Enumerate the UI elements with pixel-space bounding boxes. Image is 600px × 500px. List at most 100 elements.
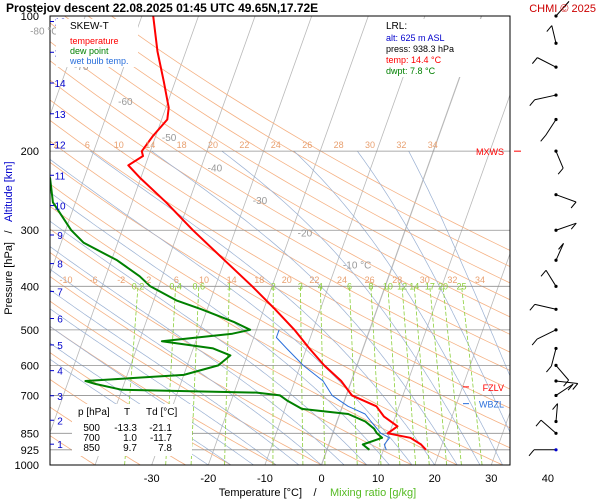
wind-barb-staff	[555, 243, 564, 261]
lrl-heading: LRL:	[386, 21, 407, 32]
wind-barb-dot	[554, 258, 558, 262]
levels-header-t: T	[124, 407, 130, 418]
wind-barb-flag	[557, 167, 564, 175]
pressure-tick-label: 400	[21, 281, 39, 293]
x-tick-label: 20	[429, 473, 441, 485]
wind-barb-dot	[554, 193, 558, 197]
mixing-ratio-label: 2	[271, 282, 276, 292]
lrl-temperature: temp: 14.4 °C	[386, 55, 442, 65]
altitude-tick-label: 14	[54, 79, 66, 90]
mixing-ratio-label: 20	[438, 282, 448, 292]
lrl-info-box: LRL: alt: 625 m ASL press: 938.3 hPa tem…	[382, 19, 484, 77]
wetbulb-profile	[275, 329, 390, 450]
levels-row-700-td: -11.7	[150, 433, 172, 444]
isotherm-line	[50, 16, 86, 117]
x-tick-label: 10	[372, 473, 384, 485]
pressure-tick-label: 100	[21, 11, 39, 23]
pressure-tick-label: 500	[21, 325, 39, 337]
dry-adiabat-label: 30	[420, 275, 430, 285]
dry-adiabat-line	[50, 161, 510, 429]
mixing-ratio-label: 3	[298, 282, 303, 292]
wind-barb-staff	[545, 119, 557, 136]
wind-barb-flag	[563, 1, 570, 8]
dry-adiabat-label: 24	[337, 275, 347, 285]
wind-barb-dot	[554, 346, 558, 351]
wind-barb-staff	[555, 222, 577, 231]
lrl-pressure: press: 938.3 hPa	[386, 44, 454, 54]
x-tick-label: -10	[257, 473, 273, 485]
legend: SKEW-T temperature dew point wet bulb te…	[56, 19, 138, 67]
mixing-ratio-label: 17	[425, 282, 435, 292]
altitude-tick-label: 12	[54, 141, 66, 152]
wind-barb-staff	[555, 194, 577, 203]
dry-adiabat-label: 18	[254, 275, 264, 285]
dry-adiabat-label: 20	[282, 275, 292, 285]
temperature-profile	[127, 16, 427, 451]
legend-item-dewpoint: dew point	[70, 46, 109, 56]
dry-adiabat-label: 26	[365, 275, 375, 285]
wind-barb-dot	[554, 65, 558, 69]
pressure-tick-label: 700	[21, 390, 39, 402]
mixing-ratio-label: 0.4	[169, 282, 182, 292]
wind-barb-flag	[572, 383, 579, 390]
x-tick-label: 30	[485, 473, 497, 485]
wind-barb-flag	[528, 449, 535, 457]
pressure-tick-label: 300	[21, 225, 39, 237]
pressure-tick-label: 1000	[15, 460, 39, 472]
wind-barb-dot	[554, 14, 558, 18]
dry-adiabat-line	[87, 16, 510, 268]
wind-barbs	[528, 1, 579, 457]
y-axis-title-sep: /	[3, 230, 15, 234]
altitude-tick-label: 4	[57, 367, 63, 378]
x-tick-label: -20	[200, 473, 216, 485]
dry-adiabat-label: 10	[199, 275, 209, 285]
dry-adiabat-label: 28	[392, 275, 402, 285]
wind-barb-staff	[555, 150, 564, 169]
lrl-dewpoint: dwpt: 7.8 °C	[386, 66, 436, 76]
isotherm-label: -50	[162, 133, 177, 144]
wind-barb-flag	[570, 222, 577, 230]
dry-adiabat-label: 6	[174, 275, 179, 285]
wind-barb-staff	[540, 419, 557, 434]
dry-adiabat-line	[50, 326, 277, 465]
wind-barb-staff	[534, 94, 557, 101]
mixing-ratio-label: 4	[318, 282, 323, 292]
wind-barb-staff	[555, 403, 559, 422]
isotherm-line	[490, 411, 510, 465]
dry-adiabat-label: 10	[114, 140, 124, 150]
isotherm-label: -60	[118, 97, 133, 108]
x-axis-title-sep: /	[313, 487, 317, 499]
isotherm-label: -30	[253, 196, 268, 207]
level-marker-label: WBZL	[479, 400, 504, 410]
pressure-tick-label: 925	[21, 445, 39, 457]
levels-table: p [hPa] T Td [°C] 500 -13.3 -21.1 700 1.…	[72, 404, 192, 456]
wind-barb-flag	[531, 338, 538, 346]
dry-adiabat-label: 2	[53, 140, 58, 150]
altitude-tick-label: 5	[57, 341, 63, 352]
mixing-ratio-label: 0.6	[193, 282, 206, 292]
isotherm-line	[377, 93, 510, 465]
dry-adiabat-line	[111, 16, 510, 251]
levels-row-850-td: 7.8	[158, 443, 172, 454]
x-axis-title-temp: Temperature [°C]	[219, 487, 302, 499]
wind-barb-flag	[570, 201, 577, 209]
legend-item-wetbulb: wet bulb temp.	[69, 56, 129, 66]
altitude-tick-label: 9	[57, 231, 63, 242]
dry-adiabat-label: 24	[271, 140, 281, 150]
isotherm-label: -10 °C	[343, 260, 371, 271]
isotherm-line	[207, 16, 369, 465]
levels-row-850-t: 9.7	[123, 443, 137, 454]
dry-adiabat-line	[50, 119, 510, 390]
y-axis-title: Pressure [hPa] / Altitude [km]	[3, 161, 15, 314]
wind-barb-dot	[554, 149, 558, 153]
isotherm-label: -80 °C	[30, 27, 58, 38]
mixing-ratio-label: 1	[227, 282, 232, 292]
x-axis-title: Temperature [°C] / Mixing ratio [g/kg]	[219, 487, 416, 499]
wind-barb-staff	[550, 348, 557, 367]
altitude-tick-label: 8	[57, 260, 63, 271]
pressure-tick-label: 600	[21, 360, 39, 372]
altitude-tick-label: 3	[57, 392, 63, 403]
levels-row-500-t: -13.3	[114, 423, 137, 434]
wind-barb-staff	[545, 270, 557, 287]
